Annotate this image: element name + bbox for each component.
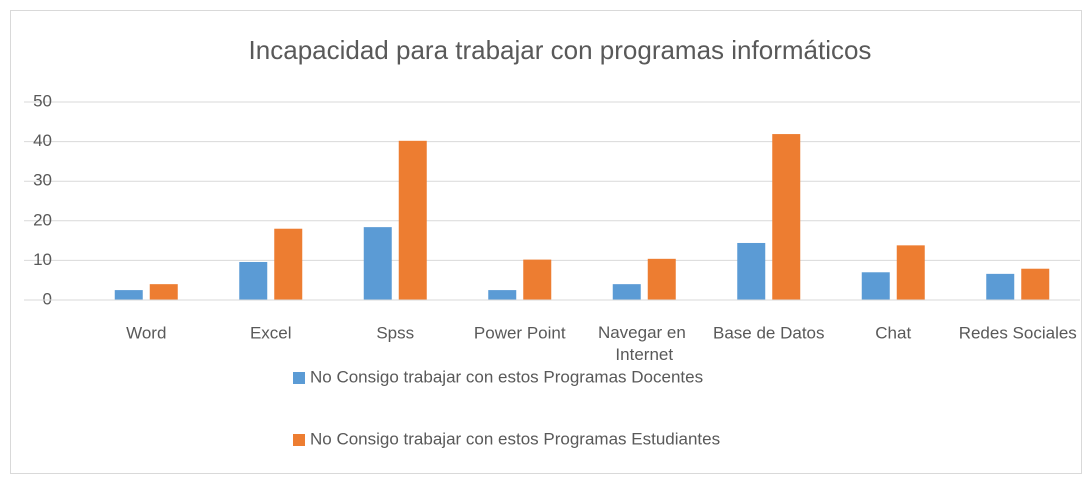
x-tick-label: Spss <box>376 323 414 342</box>
y-tick-label: 20 <box>33 210 52 229</box>
x-tick-label: Word <box>126 323 166 342</box>
x-tick-label: Chat <box>875 323 911 342</box>
bar <box>1021 268 1050 300</box>
bar <box>647 258 676 300</box>
x-tick-label: Excel <box>250 323 292 342</box>
bar <box>612 284 641 300</box>
bar <box>239 261 268 300</box>
bar <box>523 259 552 300</box>
bar <box>861 272 890 300</box>
y-tick-label: 30 <box>33 171 52 190</box>
y-tick-label: 40 <box>33 131 52 150</box>
bar <box>114 290 143 300</box>
x-tick-label: Base de Datos <box>713 323 825 342</box>
legend-label: No Consigo trabajar con estos Programas … <box>310 367 703 386</box>
bar <box>398 140 427 300</box>
y-tick-label: 0 <box>43 289 52 308</box>
bar <box>488 290 517 300</box>
bar <box>363 227 392 300</box>
bar <box>986 273 1015 300</box>
y-tick-label: 50 <box>33 91 52 110</box>
y-tick-label: 10 <box>33 250 52 269</box>
bar <box>149 284 178 300</box>
bar <box>772 134 801 300</box>
legend-swatch <box>293 434 305 446</box>
chart-title: Incapacidad para trabajar con programas … <box>249 35 872 65</box>
legend-label: No Consigo trabajar con estos Programas … <box>310 429 720 448</box>
bar <box>737 242 766 300</box>
x-tick-label: Navegar en Internet <box>598 323 691 364</box>
x-tick-label: Power Point <box>474 323 566 342</box>
bar <box>896 245 925 300</box>
x-tick-label: Redes Sociales <box>959 323 1077 342</box>
chart-border <box>10 10 1082 474</box>
bar <box>274 228 303 300</box>
legend-swatch <box>293 372 305 384</box>
